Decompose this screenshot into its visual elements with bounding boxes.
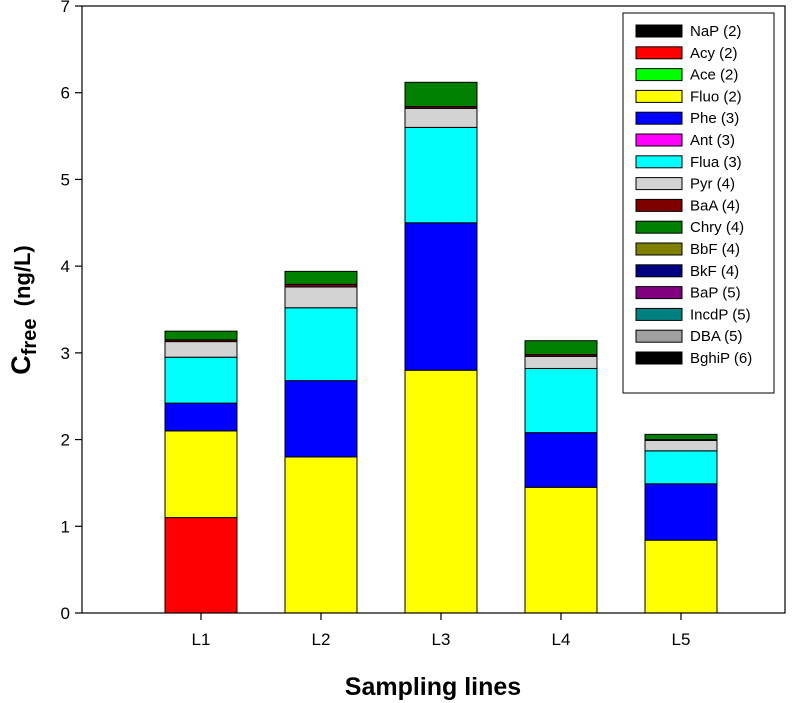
legend-label: BaP (5) [690,285,741,302]
legend-swatch [635,329,683,343]
bar-segment [164,517,238,614]
bar-segment [284,380,358,458]
y-axis-title-unit: (ng/L) [10,245,35,318]
bar-segment [524,432,598,488]
plot-area-frame [81,5,786,614]
y-axis-title-main: C [6,355,36,375]
legend-label: Flua (3) [690,154,742,171]
bar-segment [644,539,718,614]
legend-label: Phe (3) [690,110,739,127]
y-axis: 0 1 2 3 4 5 6 7 [61,0,82,623]
legend-label: NaP (2) [690,23,741,40]
legend-swatch [635,264,683,278]
x-tick-label: L4 [552,630,571,649]
x-axis: L1 L2 L3 L4 L5 [192,613,691,649]
x-tick-label: L3 [432,630,451,649]
bar-segment [404,369,478,614]
bar-segment [404,81,478,108]
legend-swatch [635,307,683,321]
legend-swatch [635,198,683,212]
y-tick-label: 2 [61,431,70,450]
y-tick-label: 5 [61,170,70,189]
y-tick-label: 4 [61,257,70,276]
y-tick-label: 3 [61,344,70,363]
y-tick-label: 0 [61,604,70,623]
legend-label: BbF (4) [690,241,740,258]
legend-swatch [635,111,683,125]
bar-segment [404,126,478,224]
x-tick-label: L5 [672,630,691,649]
bar-segment [644,439,718,452]
legend-swatch [635,89,683,103]
legend-label: Chry (4) [690,219,744,236]
bars-layer [164,81,718,614]
legend-label: DBA (5) [690,328,743,345]
bar-segment [284,307,358,382]
legend-label: BaA (4) [690,197,740,214]
x-tick-label: L1 [192,630,211,649]
bar-segment [164,356,238,404]
legend-label: Pyr (4) [690,176,735,193]
legend-swatch [635,351,683,365]
y-axis-title-subscript: free [19,319,41,356]
legend-swatch [635,68,683,82]
bar-segment [404,222,478,371]
legend: NaP (2) Acy (2) Ace (2) Fluo (2) Phe (3) Ant … [622,12,775,394]
bar-segment [524,340,598,356]
legend-label: BkF (4) [690,263,739,280]
y-tick-label: 1 [61,517,70,536]
legend-label: Acy (2) [690,45,738,62]
x-tick-label: L2 [312,630,331,649]
y-axis-title: Cfree (ng/L) [6,245,41,375]
legend-label: Ant (3) [690,132,735,149]
bar-segment [164,330,238,341]
legend-swatch [635,24,683,38]
y-tick-label: 6 [61,84,70,103]
bar-segment [644,483,718,541]
legend-label: Ace (2) [690,67,738,84]
bar-segment [404,107,478,128]
legend-swatch [635,133,683,147]
bar-segment [644,450,718,485]
bar-segment [164,341,238,358]
legend-label: IncdP (5) [690,306,751,323]
bar-segment [284,270,358,285]
bar-segment [164,430,238,519]
x-axis-title: Sampling lines [345,673,521,701]
legend-label: BghiP (6) [690,350,752,367]
bar-segment [164,402,238,432]
bar-segment [284,456,358,614]
legend-label: Fluo (2) [690,88,742,105]
legend-swatch [635,155,683,169]
legend-swatch [635,220,683,234]
y-tick-label: 7 [61,0,70,16]
bar-segment [524,367,598,434]
legend-swatch [635,46,683,60]
legend-swatch [635,242,683,256]
bar-segment [284,286,358,309]
bar-segment [644,433,718,441]
bar-segment [524,486,598,614]
legend-swatch [635,286,683,300]
legend-swatch [635,177,683,191]
bar-segment [524,355,598,369]
